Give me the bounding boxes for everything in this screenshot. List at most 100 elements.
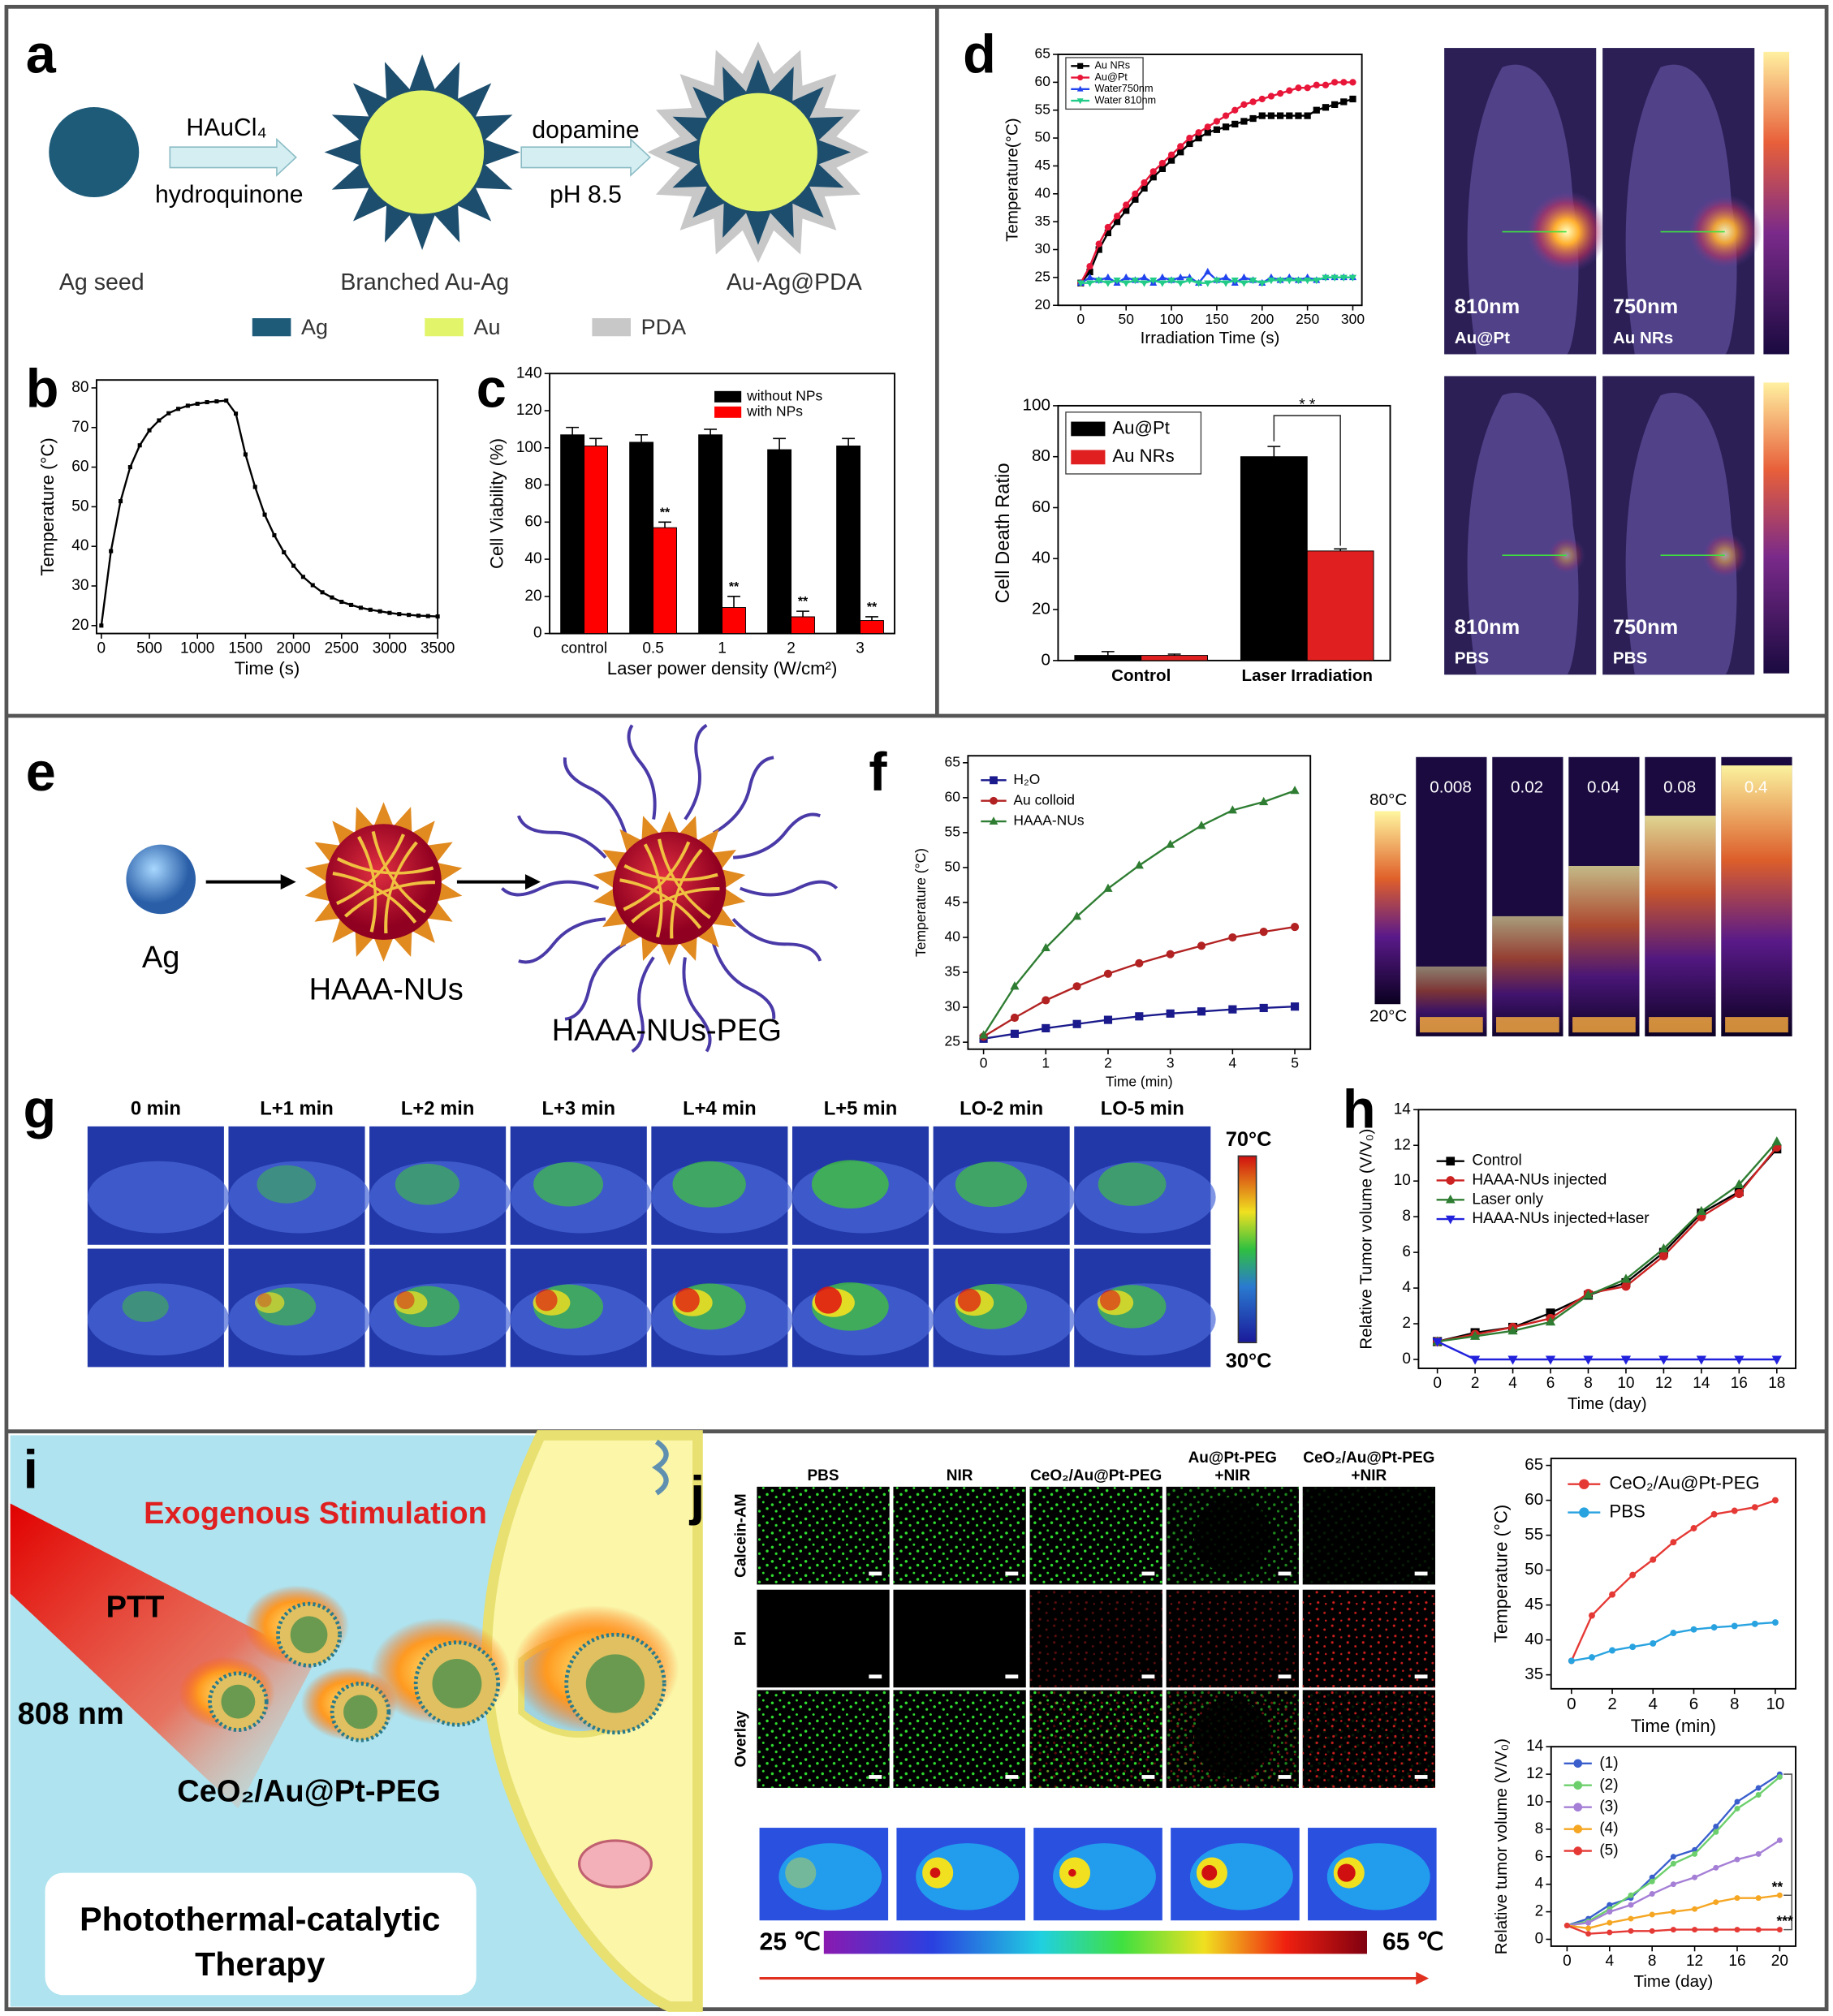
point [339, 599, 344, 605]
point [1222, 112, 1230, 119]
y-tick-label: 80 [1032, 446, 1050, 465]
point [1295, 112, 1302, 119]
point [1213, 118, 1221, 125]
error-bar [1167, 653, 1181, 656]
bar [1074, 655, 1142, 661]
x-tick-label: 4 [1229, 1055, 1237, 1071]
point [1583, 1355, 1594, 1365]
warm-area [257, 1165, 317, 1204]
plot-frame [1057, 54, 1363, 307]
label: 0.02 [1511, 778, 1543, 796]
panel-letter: h [1343, 1080, 1376, 1140]
y-tick-label: 65 [945, 753, 960, 769]
x-tick-label: 8 [1584, 1375, 1593, 1392]
point [1751, 1504, 1758, 1511]
nu-wire [336, 834, 405, 905]
y-tick-label: 35 [945, 963, 960, 980]
x-tick-label: 3 [856, 640, 865, 657]
ag-sphere [126, 844, 196, 915]
x-tick-label: 0 [1567, 1695, 1576, 1713]
point [262, 512, 267, 517]
x-tick-label: 2 [1471, 1375, 1480, 1392]
point [1696, 1205, 1706, 1215]
point [1177, 149, 1184, 156]
point [1158, 159, 1167, 167]
nu-core [612, 831, 727, 946]
y-tick-label: 4 [1535, 1876, 1544, 1893]
point [109, 549, 114, 554]
green-cells [893, 1690, 1026, 1788]
bar [791, 616, 815, 635]
point [1579, 1479, 1589, 1489]
legend-label: Au colloid [1013, 791, 1075, 808]
x-tick-label: 1500 [228, 640, 262, 657]
x-tick-label: 20 [1771, 1953, 1788, 1970]
point [224, 398, 229, 403]
peg-chain [563, 757, 628, 834]
point [1649, 1911, 1655, 1918]
red-cells [1166, 1589, 1299, 1688]
point [1304, 84, 1311, 92]
point [1166, 950, 1175, 958]
green-cells [757, 1486, 890, 1585]
point [1258, 95, 1266, 103]
scale-bar [1278, 1571, 1292, 1576]
peg-chain [732, 812, 821, 859]
label: 0.04 [1587, 778, 1620, 796]
y-tick-label: 20 [524, 588, 541, 605]
y-tick-label: 50 [1525, 1560, 1543, 1579]
scale-bar [1005, 1775, 1019, 1779]
point [1446, 1176, 1456, 1185]
point [1304, 278, 1312, 285]
x-tick-label: 100 [1160, 311, 1184, 327]
point [1546, 1308, 1555, 1318]
point [1340, 79, 1348, 86]
label: 0.4 [1745, 778, 1768, 796]
nu-wire [357, 836, 377, 933]
legend-label: Water750nm [1094, 83, 1153, 94]
legend-label: CeO₂/Au@Pt-PEG [1609, 1473, 1759, 1493]
scale-bar [1278, 1775, 1292, 1779]
y-tick-label: 14 [1394, 1101, 1412, 1118]
annotation: ** [867, 601, 878, 614]
point [1776, 1927, 1783, 1933]
point [1313, 81, 1320, 88]
point [272, 532, 277, 538]
point [1085, 280, 1094, 287]
point [137, 443, 142, 448]
series-line [1570, 1499, 1776, 1661]
point [1579, 1507, 1589, 1518]
point [1076, 280, 1085, 287]
point [1469, 1355, 1481, 1365]
point [1322, 274, 1330, 282]
x-tick-label: 0 [97, 640, 106, 657]
point [1249, 98, 1257, 106]
error-bar [589, 437, 602, 446]
peg-chain [564, 941, 627, 1021]
annotation: *** [1776, 1913, 1793, 1929]
point [1135, 958, 1144, 967]
x-tick-label: control [561, 640, 607, 657]
point [1670, 1881, 1676, 1888]
nu-wire [644, 843, 663, 937]
y-tick-label: 35 [1035, 213, 1050, 229]
ag-seed [49, 107, 140, 198]
y-tick-label: 120 [516, 402, 542, 419]
point [1731, 1622, 1738, 1630]
point [1258, 112, 1266, 119]
point [1276, 278, 1284, 285]
bar [1141, 655, 1208, 661]
y-axis-label: Cell Death Ratio [992, 463, 1014, 603]
micrograph [893, 1589, 1026, 1688]
label: L+1 min [260, 1098, 333, 1120]
point [1010, 1013, 1020, 1023]
point [1545, 1316, 1556, 1326]
x-tick-label: 2 [787, 640, 796, 657]
mouse-silhouette [1467, 392, 1579, 675]
y-tick-label: 60 [524, 513, 541, 530]
label: HAAA-NUs [309, 972, 464, 1006]
x-tick-label: 8 [1730, 1695, 1739, 1713]
point [157, 418, 162, 423]
point [166, 411, 171, 416]
point [1670, 1860, 1676, 1867]
